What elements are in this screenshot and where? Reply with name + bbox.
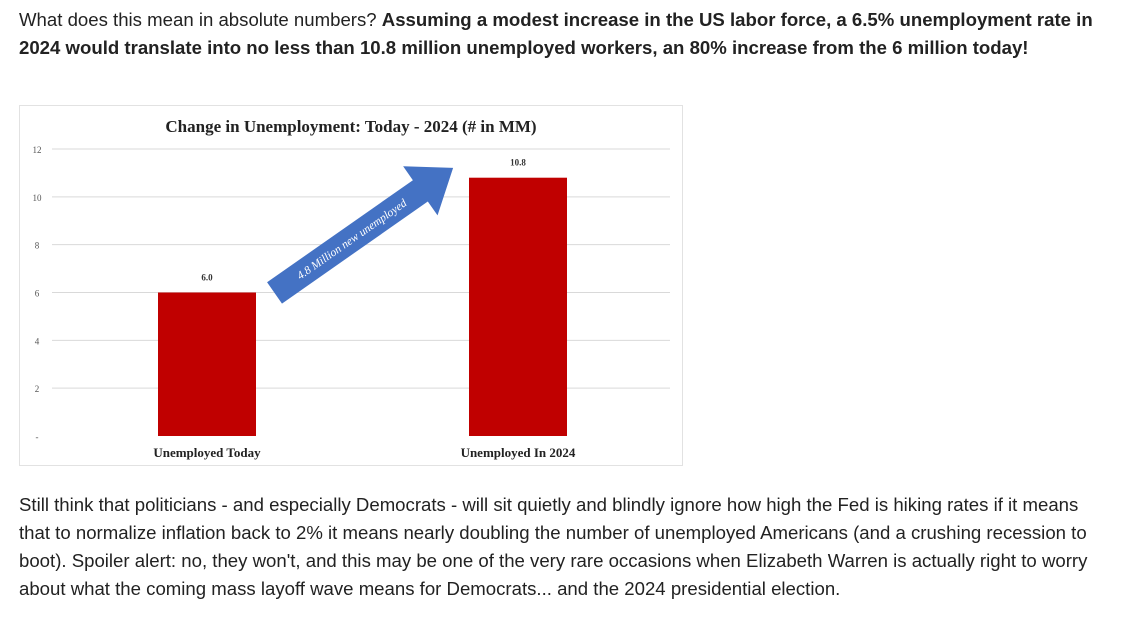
y-tick-label: 10	[33, 193, 43, 203]
category-label-2: Unemployed In 2024	[461, 445, 576, 460]
chart-title: Change in Unemployment: Today - 2024 (# …	[165, 117, 536, 136]
data-label-1: 6.0	[201, 273, 213, 283]
data-label-2: 10.8	[510, 158, 526, 168]
category-label-1: Unemployed Today	[153, 445, 261, 460]
arrow-annotation: 4.8 Million new unemployed	[295, 197, 409, 282]
y-tick-label: 8	[35, 241, 40, 251]
category-labels: Unemployed Today Unemployed In 2024	[153, 445, 576, 460]
increase-arrow: 4.8 Million new unemployed	[267, 166, 454, 304]
y-axis-ticks: - 2 4 6 8 10 12	[33, 145, 43, 442]
unemployment-chart: - 2 4 6 8 10 12 Change in Unemployment: Today …	[19, 105, 683, 466]
y-tick-label: -	[36, 432, 39, 442]
closing-paragraph: Still think that politicians - and espec…	[19, 494, 1088, 599]
data-labels: 6.0 10.8	[201, 158, 526, 283]
y-tick-label: 6	[35, 289, 40, 299]
bars	[158, 177, 567, 436]
intro-plain-text: What does this mean in absolute numbers?	[19, 9, 382, 30]
y-tick-label: 12	[33, 145, 42, 155]
y-tick-label: 4	[35, 336, 40, 346]
y-tick-label: 2	[35, 384, 40, 394]
chart-svg: - 2 4 6 8 10 12 Change in Unemployment: Today …	[33, 117, 670, 460]
bar-2	[469, 177, 567, 436]
grid-lines	[52, 148, 670, 389]
arrow-shape: 4.8 Million new unemployed	[267, 166, 454, 304]
bar-1	[158, 292, 256, 436]
arrow-polygon	[267, 166, 454, 304]
intro-paragraph: What does this mean in absolute numbers?…	[19, 6, 1114, 62]
intro-bold-text: Assuming a modest increase in the US lab…	[19, 9, 1093, 58]
